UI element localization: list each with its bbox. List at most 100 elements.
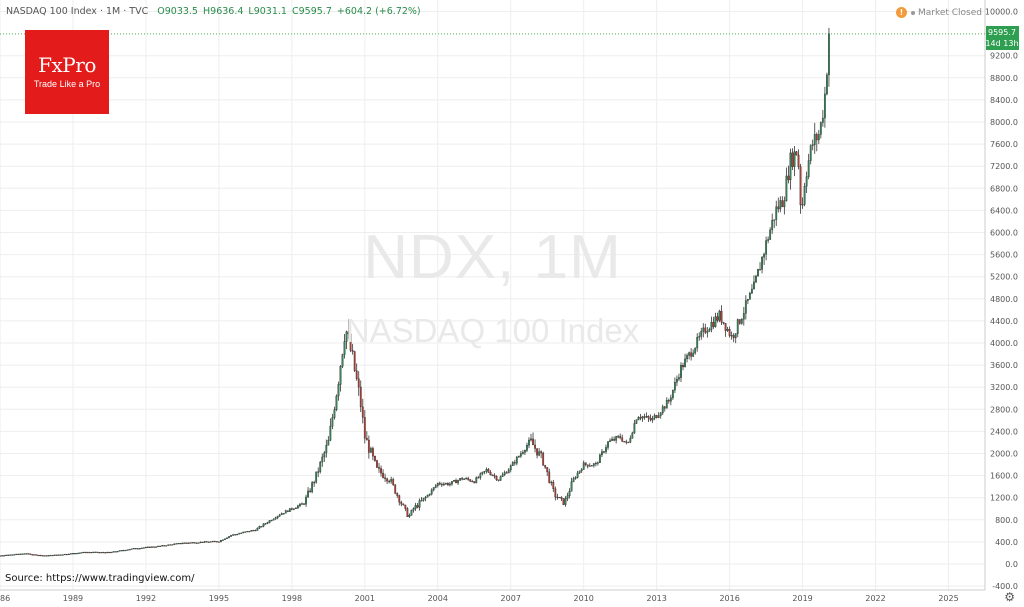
candle-body [412,508,415,511]
candle-body [380,468,382,474]
x-tick-label: 2016 [719,594,739,603]
candle-body [307,490,309,498]
candle-body [578,470,581,474]
candle-body [489,472,492,476]
candle-body [274,517,277,520]
candle-body [501,474,504,477]
candle-body [96,551,99,553]
candle-body [367,439,370,453]
candle-body [191,542,194,544]
candle-body [313,481,316,484]
candle-body [763,253,765,258]
change-value: +604.2 (+6.72%) [336,6,421,17]
x-axis-labels: 1986 1989 1992 1995 1998 2001 2004 2007 2010 2013… [0,594,959,603]
low-value: L9031.1 [248,6,287,17]
candle-body [491,474,494,476]
candle-body [540,451,543,454]
candle-body [65,553,68,556]
candle-body [128,549,131,551]
candle-body [477,477,480,479]
candle-body [558,496,561,499]
y-tick-label: 4400.0 [990,317,1018,326]
candle-body [372,448,374,457]
candle-body [294,507,297,509]
candle-body [655,415,658,418]
candle-body [179,543,182,545]
candle-body [264,523,267,525]
candle-body [130,548,133,550]
candle-body [299,503,301,507]
logo-tagline: Trade Like a Pro [33,79,101,89]
candle-body [51,554,54,557]
candle-body [714,316,717,327]
x-tick-label: 2004 [428,594,448,603]
candle-body [785,175,788,201]
candle-body [538,451,541,456]
candle-body [181,542,184,545]
candle-body [493,475,496,477]
candle-body [619,436,622,438]
candle-body [546,467,549,473]
candle-body [773,219,776,221]
candle-body [25,553,28,555]
candle-body [730,335,733,337]
candle-body [481,471,484,474]
candle-body [72,553,74,555]
candle-body [207,541,210,543]
y-tick-label: 2000.0 [990,450,1018,459]
candle-body [252,530,255,532]
x-tick-label: 2022 [865,594,885,603]
candle-body [736,319,739,334]
candle-body [524,450,526,453]
candle-body [41,555,44,557]
candle-body [647,415,650,419]
y-tick-label: 8400.0 [990,96,1018,105]
candle-body [351,350,354,352]
candle-body [797,154,800,167]
candle-body [459,478,461,481]
candle-body [700,331,703,337]
candle-body [521,452,524,454]
candle-body [609,440,611,442]
y-tick-label: 7200.0 [990,162,1018,171]
candle-body [720,310,723,323]
candle-body [410,509,413,516]
candle-body [645,415,648,418]
candle-body [404,504,407,509]
market-status[interactable]: ! Market Closed [895,7,982,18]
candle-body [13,554,16,556]
candle-body [661,406,664,414]
candle-body [282,513,285,515]
candle-body [104,552,107,554]
candle-body [217,541,220,543]
candle-body [120,550,123,552]
candle-body [442,483,445,486]
candle-body [594,462,597,465]
symbol-title[interactable]: NASDAQ 100 Index · 1M · TVC [6,6,149,17]
candle-body [613,438,616,441]
candles[interactable] [0,27,830,558]
candle-body [398,495,401,503]
candle-body [203,541,206,543]
candle-body [349,333,352,351]
candle-body [716,316,719,321]
candle-body [751,288,753,294]
candle-body [90,551,93,554]
candle-body [590,465,593,467]
candle-body [118,550,121,552]
candle-body [70,553,72,555]
candle-body [617,436,620,438]
candle-body [86,551,89,554]
candle-body [554,488,557,498]
candle-body [702,327,705,332]
candle-body [234,534,237,536]
candle-body [238,533,241,535]
settings-gear-icon[interactable]: ⚙ [1004,590,1015,604]
candle-body [9,554,12,556]
candle-body [365,437,368,441]
candle-body [807,160,810,177]
fxpro-logo: FxPro Trade Like a Pro [25,30,109,114]
y-tick-label: 1600.0 [990,472,1018,481]
candle-body [260,526,263,528]
